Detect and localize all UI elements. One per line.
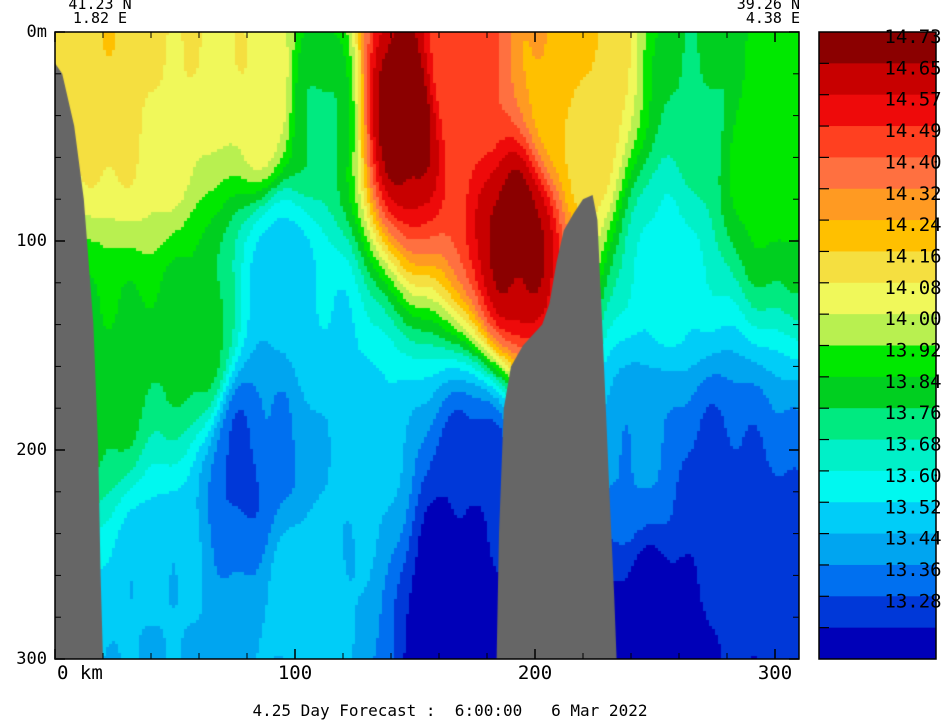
y-tick-label: 300 — [16, 649, 47, 669]
colorbar-swatch — [819, 533, 936, 566]
colorbar-label: 13.60 — [884, 465, 941, 487]
end-longitude-label: 4.38 E — [745, 9, 800, 27]
colorbar-label: 13.36 — [884, 559, 941, 581]
plot-frame — [54, 31, 800, 660]
colorbar-label: 14.32 — [884, 183, 941, 205]
colorbar-label: 14.57 — [884, 89, 941, 111]
colorbar-label: 14.24 — [884, 214, 941, 236]
colorbar-label: 14.73 — [884, 26, 941, 48]
x-tick-label: 200 — [518, 662, 552, 684]
colorbar-swatch — [819, 220, 936, 252]
colorbar-label: 14.16 — [884, 245, 941, 267]
colorbar-swatch — [819, 63, 936, 96]
colorbar-label: 13.44 — [884, 528, 941, 550]
colorbar-label: 14.40 — [884, 151, 941, 173]
colorbar-swatch — [819, 564, 936, 597]
temperature-section-heatmap — [55, 32, 799, 659]
colorbar-label: 13.92 — [884, 340, 941, 362]
colorbar-label: 13.28 — [884, 590, 941, 612]
colorbar-label: 13.76 — [884, 402, 941, 424]
y-tick-label: 0m — [27, 22, 47, 42]
colorbar-swatch — [819, 251, 936, 284]
start-latitude-label: 41.23 N — [68, 0, 132, 13]
colorbar-label: 14.08 — [884, 277, 941, 299]
colorbar-label: 14.00 — [884, 308, 941, 330]
colorbar-label: 13.68 — [884, 434, 941, 456]
colorbar-swatch — [819, 282, 936, 315]
colorbar-swatch — [819, 502, 936, 535]
colorbar-label: 13.52 — [884, 496, 941, 518]
colorbar-label: 14.65 — [884, 57, 941, 79]
y-tick-label: 200 — [16, 440, 47, 460]
colorbar-swatch — [819, 314, 936, 346]
colorbar-swatch — [819, 157, 936, 190]
x-tick-label: 300 — [758, 662, 792, 684]
colorbar-label: 14.49 — [884, 120, 941, 142]
colorbar-swatch — [819, 627, 936, 660]
colorbar-label: 13.84 — [884, 371, 941, 393]
colorbar-swatch — [819, 188, 936, 221]
start-longitude-label: 1.82 E — [72, 9, 128, 27]
x-tick-label: 0 km — [57, 662, 103, 684]
colorbar-swatch — [819, 345, 936, 378]
colorbar-swatch — [819, 408, 936, 441]
end-latitude-label: 39.26 N — [736, 0, 800, 13]
colorbar-swatch — [819, 126, 936, 158]
colorbar-swatch — [819, 596, 936, 629]
colorbar-swatch — [819, 376, 936, 409]
colorbar-swatch — [819, 94, 936, 127]
x-tick-label: 100 — [278, 662, 312, 684]
y-tick-label: 100 — [16, 231, 47, 251]
colorbar-swatch — [819, 470, 936, 503]
colorbar-swatch — [819, 32, 936, 64]
forecast-caption: 4.25 Day Forecast : 6:00:00 6 Mar 2022 — [252, 701, 648, 720]
colorbar-swatch — [819, 439, 936, 472]
